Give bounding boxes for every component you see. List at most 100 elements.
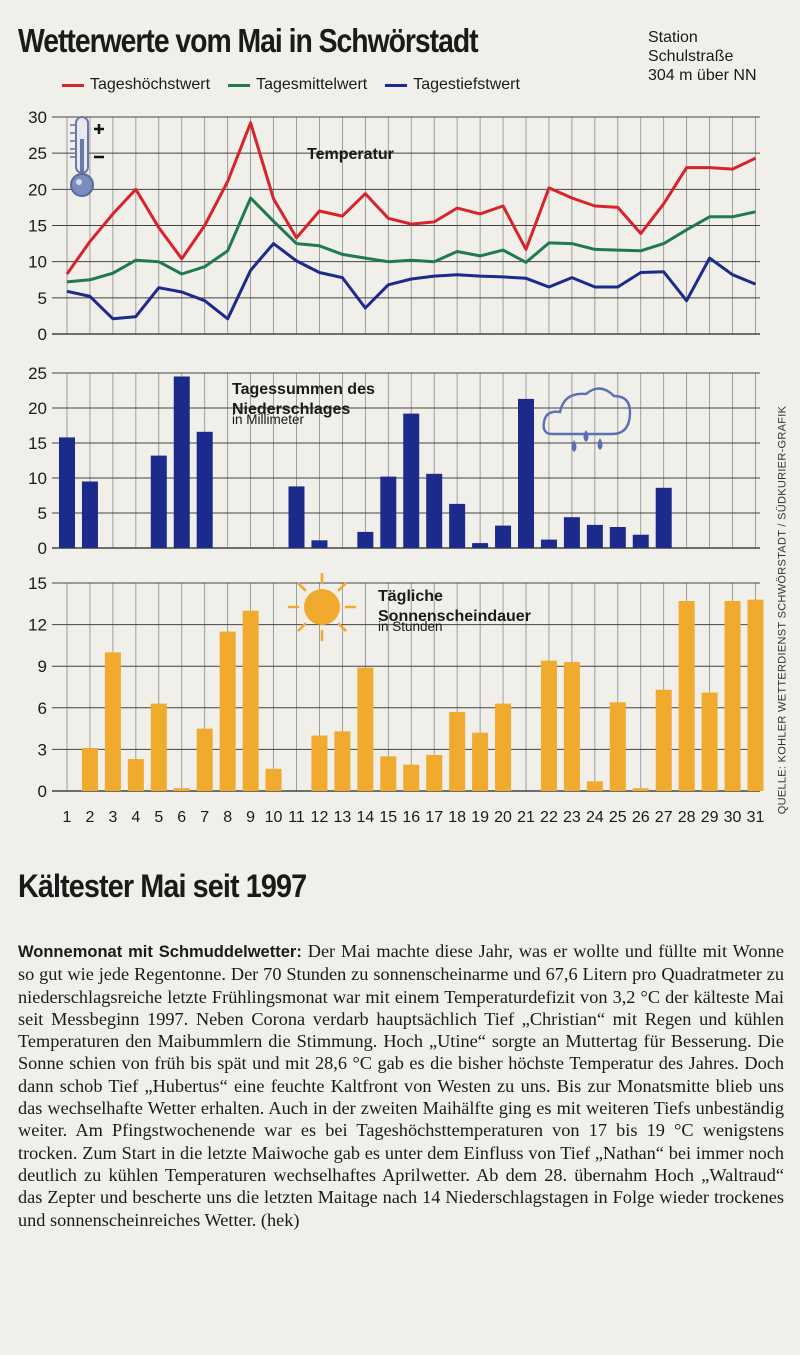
rain-bar-14 [357,531,374,548]
sun-ray-4 [297,622,307,632]
xtick-day-6: 6 [177,809,186,826]
rain-ytick-25: 25 [28,364,47,383]
rain-bar-26 [632,534,649,548]
temp-ytick-25: 25 [28,144,47,163]
series-line-mean [66,196,756,284]
article-body: Der Mai machte diese Jahr, was er wollte… [18,941,784,1230]
sun-bar-3 [104,652,121,791]
sun-bar-31 [747,599,764,791]
xtick-day-27: 27 [655,809,673,826]
rain-ytick-5: 5 [38,504,47,523]
sun-bar-30 [724,601,741,791]
rain-bar-5 [150,455,167,548]
thermometer-bulb [70,173,94,197]
rain-bar-21 [518,398,534,548]
article-text: Wonnemonat mit Schmuddelwetter: Der Mai … [18,940,784,1231]
sun-bar-15 [380,756,397,791]
xtick-day-13: 13 [334,809,352,826]
xtick-day-24: 24 [586,809,604,826]
xtick-day-7: 7 [200,809,209,826]
sun-bar-26 [632,788,649,791]
rain-ytick-10: 10 [28,469,47,488]
xtick-day-22: 22 [540,809,558,826]
xtick-day-29: 29 [701,809,719,826]
xtick-day-1: 1 [63,809,72,826]
sun-bar-20 [495,703,512,791]
sun-ytick-9: 9 [38,657,47,676]
raindrop-1 [571,440,577,452]
xtick-day-5: 5 [154,809,163,826]
source-credit: QUELLE: KOHLER WETTERDIENST SCHWÖRSTADT … [770,390,794,830]
article-title: Kältester Mai seit 1997 [18,868,307,904]
sun-bar-24 [586,781,603,791]
xtick-day-16: 16 [402,809,420,826]
station-info: Station Schulstraße 304 m über NN [648,29,757,84]
sun-bar-19 [472,732,489,791]
sun-disc [304,589,340,625]
raindrop-2 [583,430,589,442]
rain-cloud-icon [542,387,632,452]
xtick-day-18: 18 [448,809,466,826]
sun-bar-6 [173,788,190,791]
temp-ytick-30: 30 [28,108,47,127]
sun-bar-22 [540,660,557,791]
rain-bar-20 [495,525,512,548]
sun-bar-17 [426,754,443,791]
sun-title: Tägliche Sonnenscheindauer [378,588,531,625]
sun-ytick-12: 12 [28,616,47,635]
cloud-outline [542,387,632,436]
sun-icon [287,572,357,642]
rain-bar-27 [655,487,672,548]
legend-item-max: Tageshöchstwert [62,76,210,94]
sun-title-line-2: Sonnenscheindauer [378,608,531,625]
xtick-day-28: 28 [678,809,696,826]
sun-bar-16 [403,764,420,791]
thermometer-mercury [80,139,84,179]
thermometer-icon [70,116,104,197]
series-line-min [66,242,757,321]
legend-label-min: Tagestiefstwert [413,76,520,93]
article-lead: Wonnemonat mit Schmuddelwetter: [18,943,302,961]
legend-swatch-max [62,83,84,87]
sun-ray-2 [337,622,347,632]
rain-bar-18 [449,503,466,548]
sun-bar-12 [311,735,328,791]
thermometer-shine [76,179,82,185]
sun-bar-2 [81,748,98,791]
sun-bar-13 [334,731,351,791]
xtick-day-11: 11 [288,809,305,826]
xtick-day-3: 3 [108,809,117,826]
weather-charts: 051015202530Temperatur0510152025Tagessum… [28,108,764,826]
sun-ytick-15: 15 [28,574,47,593]
sun-bar-28 [678,601,695,791]
legend-swatch-mean [228,83,251,87]
xtick-day-12: 12 [311,809,329,826]
legend: Tageshöchstwert Tagesmittelwert Tagestie… [62,74,538,96]
sun-bar-29 [701,692,718,791]
sun-bar-18 [449,711,466,791]
sun-ytick-3: 3 [38,740,47,759]
sun-bar-4 [127,759,144,791]
temp-ytick-5: 5 [38,289,47,308]
rain-ytick-20: 20 [28,399,47,418]
sun-bar-27 [655,689,672,791]
xtick-day-17: 17 [425,809,443,826]
legend-item-min: Tagestiefstwert [385,76,520,94]
xtick-day-9: 9 [246,809,255,826]
temp-title: Temperatur [307,146,394,163]
rain-subtitle: in Millimeter [232,412,305,427]
temp-ytick-20: 20 [28,180,47,199]
series-line-max [65,121,757,275]
xtick-day-25: 25 [609,809,627,826]
rain-bar-1 [59,437,75,548]
sun-ytick-0: 0 [38,782,47,801]
rain-title: Tagessummen des Niederschlages [232,381,375,418]
legend-swatch-min [385,83,408,87]
rain-bar-11 [288,486,305,548]
sun-ray-6 [297,582,307,592]
rain-bar-6 [173,376,190,548]
xtick-day-26: 26 [632,809,650,826]
sun-bar-10 [265,768,282,791]
xtick-day-15: 15 [379,809,397,826]
legend-label-mean: Tagesmittelwert [256,76,368,93]
